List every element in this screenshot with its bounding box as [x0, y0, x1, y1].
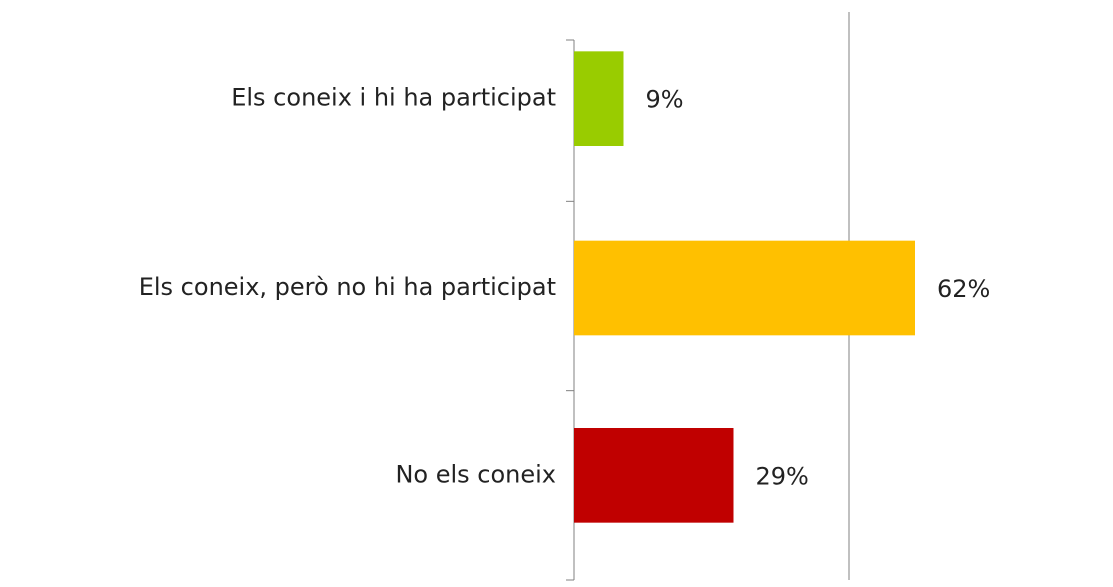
category-label: Els coneix i hi ha participat: [231, 84, 556, 112]
value-label: 62%: [937, 275, 990, 303]
bar: [574, 428, 734, 523]
category-label: No els coneix: [395, 460, 556, 488]
category-label: Els coneix, però no hi ha participat: [139, 273, 556, 301]
value-label: 9%: [646, 86, 684, 114]
bar: [574, 240, 915, 336]
bar: [574, 51, 624, 147]
value-label: 29%: [756, 462, 809, 490]
